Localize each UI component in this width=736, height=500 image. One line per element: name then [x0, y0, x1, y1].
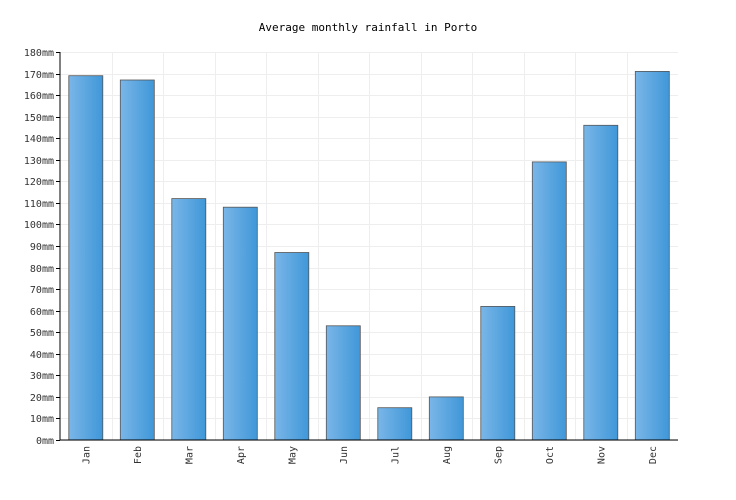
- bar-dec: [634, 71, 670, 441]
- grid-lines: [60, 52, 678, 441]
- x-tick-label: Jul: [390, 446, 401, 464]
- x-tick-label: Mar: [184, 446, 195, 464]
- bar-oct: [531, 161, 567, 441]
- x-tick-label: May: [287, 446, 298, 464]
- y-tick-label: 80mm: [30, 264, 54, 275]
- bar-aug: [428, 396, 464, 441]
- chart-title: Average monthly rainfall in Porto: [259, 21, 478, 34]
- y-tick-label: 60mm: [30, 307, 54, 318]
- y-axis-ticks: 0mm 10mm 20mm 30mm 40mm 50mm 60mm 70mm 80mm 90mm 1…: [24, 48, 60, 447]
- x-tick-label: Aug: [442, 446, 453, 464]
- bar-feb: [119, 79, 155, 441]
- y-tick-label: 40mm: [30, 350, 54, 361]
- y-tick-label: 180mm: [24, 48, 54, 59]
- y-tick-label: 110mm: [24, 199, 54, 210]
- x-tick-label: Apr: [236, 446, 247, 464]
- bar-may: [274, 252, 310, 441]
- y-tick-label: 170mm: [24, 70, 54, 81]
- bar-jan: [68, 75, 104, 441]
- bar-apr: [222, 206, 258, 441]
- y-tick-label: 20mm: [30, 393, 54, 404]
- bar-nov: [583, 124, 619, 441]
- bar-sep: [480, 305, 516, 441]
- x-tick-label: Oct: [545, 446, 556, 464]
- y-tick-label: 50mm: [30, 328, 54, 339]
- x-tick-label: Jun: [339, 446, 350, 464]
- y-tick-label: 140mm: [24, 134, 54, 145]
- y-tick-label: 90mm: [30, 242, 54, 253]
- y-tick-label: 150mm: [24, 113, 54, 124]
- y-tick-label: 120mm: [24, 177, 54, 188]
- x-axis-ticks: Jan Feb Mar Apr May Jun Jul Aug Sep Oct Nov Dec: [81, 446, 659, 464]
- y-tick-label: 0mm: [36, 436, 54, 447]
- y-tick-label: 10mm: [30, 414, 54, 425]
- y-tick-label: 130mm: [24, 156, 54, 167]
- y-tick-label: 160mm: [24, 91, 54, 102]
- bars: [68, 71, 670, 441]
- y-tick-label: 100mm: [24, 220, 54, 231]
- bar-mar: [171, 198, 207, 441]
- x-tick-label: Dec: [648, 446, 659, 464]
- x-tick-label: Nov: [596, 446, 607, 464]
- y-tick-label: 70mm: [30, 285, 54, 296]
- x-tick-label: Sep: [493, 446, 504, 464]
- bar-jul: [377, 407, 413, 441]
- bar-jun: [325, 325, 361, 441]
- x-tick-label: Jan: [81, 446, 92, 464]
- y-tick-label: 30mm: [30, 371, 54, 382]
- x-tick-label: Feb: [133, 446, 144, 464]
